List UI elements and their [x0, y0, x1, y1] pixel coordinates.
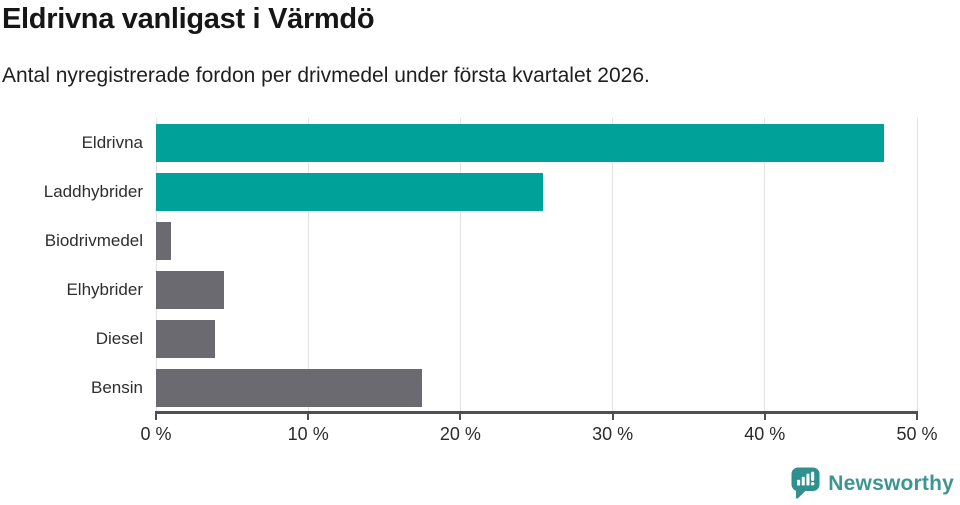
- bar-bensin: [156, 369, 423, 408]
- category-label: Eldrivna: [81, 132, 143, 152]
- gridline: [155, 118, 157, 413]
- x-axis-tick-labels: 0 % 10 % 20 % 30 % 40 % 50 %: [140, 424, 937, 448]
- newsworthy-logo-icon: [791, 467, 820, 499]
- category-label: Laddhybrider: [43, 181, 143, 201]
- x-tick-mark: [155, 413, 157, 420]
- x-tick-label: 0 %: [140, 424, 172, 444]
- bar-laddhybrider: [156, 172, 543, 211]
- x-axis-line: [155, 411, 918, 414]
- x-tick-mark: [611, 413, 614, 420]
- gridline: [764, 118, 766, 413]
- chart-subtitle: Antal nyregistrerade fordon per drivmede…: [2, 64, 650, 87]
- x-tick-mark: [459, 413, 462, 420]
- brand-wordmark: Newsworthy: [828, 471, 954, 495]
- bar-eldrivna: [156, 123, 884, 162]
- x-tick-mark: [763, 413, 766, 420]
- category-label: Biodrivmedel: [44, 230, 143, 250]
- gridline: [612, 118, 614, 413]
- x-tick-label: 20 %: [439, 424, 481, 444]
- chart-title: Eldrivna vanligast i Värmdö: [2, 3, 375, 35]
- x-tick-label: 40 %: [744, 424, 786, 444]
- gridline: [916, 118, 918, 413]
- brand-footer: Newsworthy: [791, 467, 954, 500]
- category-label: Diesel: [95, 329, 143, 349]
- bar-diesel: [156, 320, 216, 359]
- x-tick-mark: [916, 413, 918, 420]
- category-label: Bensin: [91, 378, 143, 398]
- category-axis: Eldrivna Laddhybrider Biodrivmedel Elhybrid…: [0, 118, 143, 413]
- x-tick-label: 50 %: [896, 424, 938, 444]
- plot-area: [155, 118, 918, 413]
- category-label: Elhybrider: [66, 280, 143, 300]
- gridline: [307, 118, 309, 413]
- x-tick-mark: [307, 413, 310, 420]
- bar-biodrivmedel: [156, 221, 172, 260]
- bar-elhybrider: [156, 271, 225, 310]
- gridline: [459, 118, 461, 413]
- x-tick-label: 10 %: [287, 424, 329, 444]
- x-tick-label: 30 %: [592, 424, 634, 444]
